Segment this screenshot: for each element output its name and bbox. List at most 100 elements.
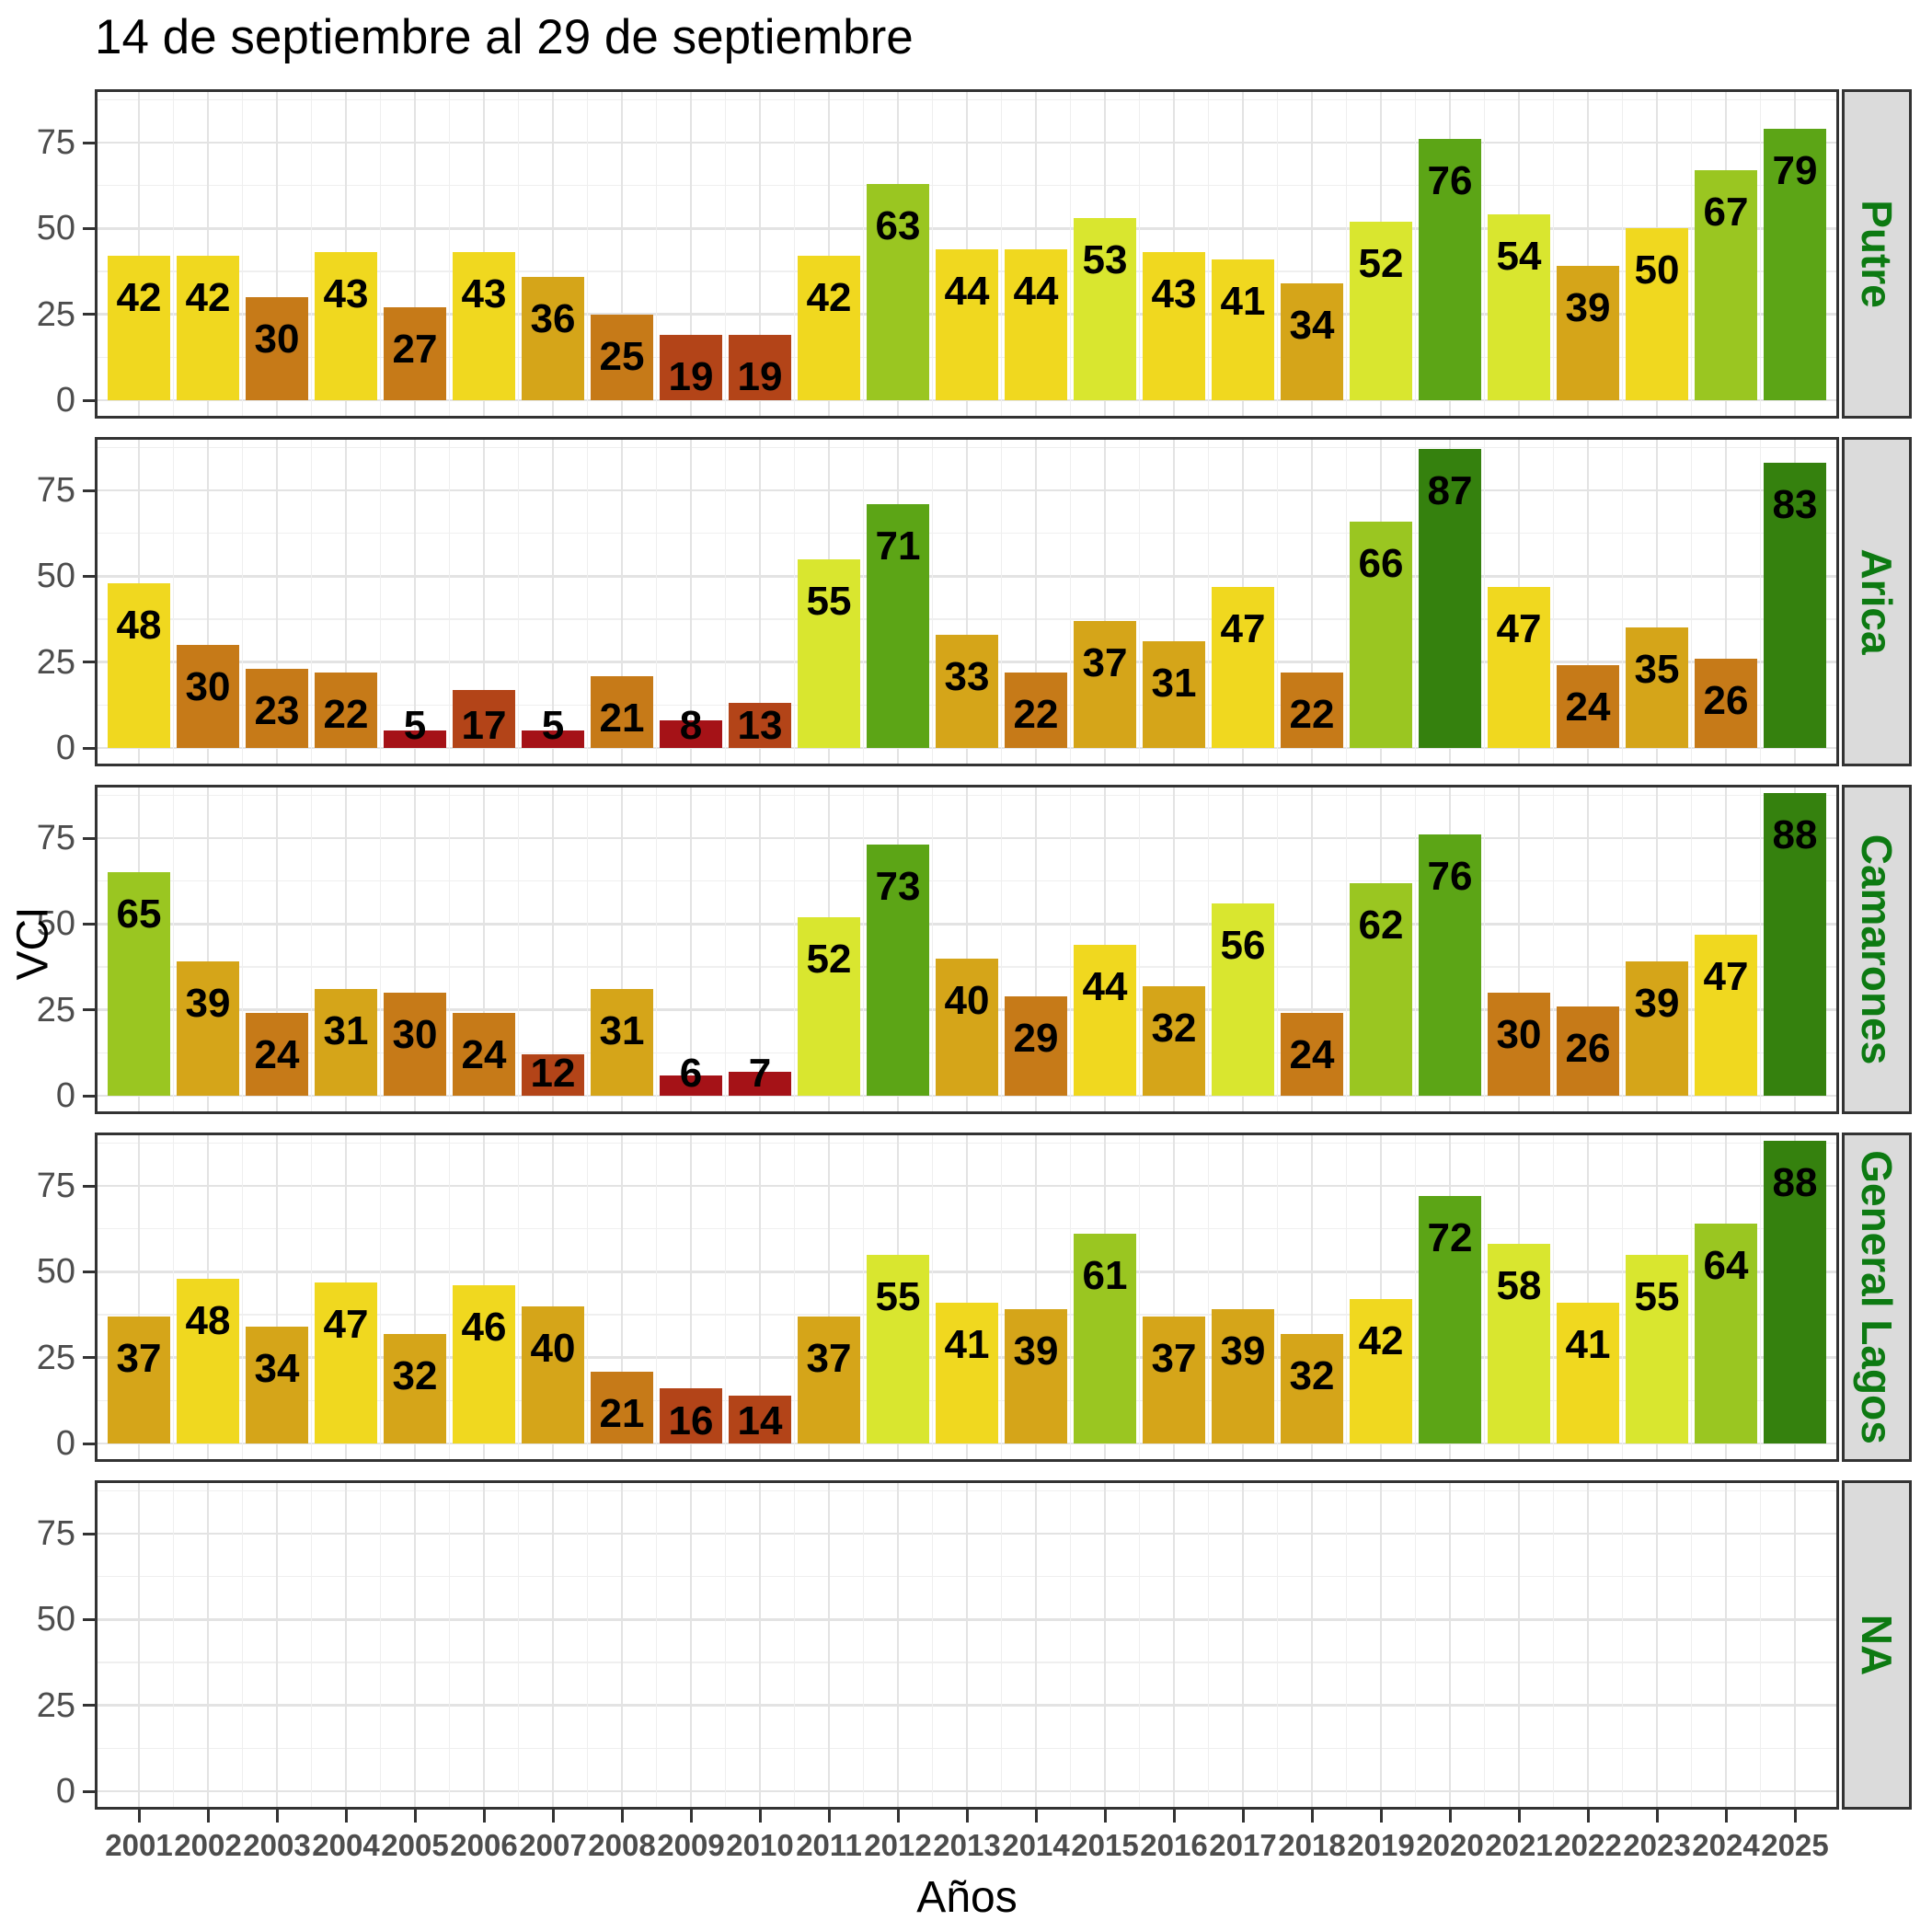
bar-value-label: 22 — [1013, 691, 1059, 737]
bar-value-label: 87 — [1427, 468, 1473, 514]
gridline-minor-v — [1138, 440, 1141, 764]
gridline-major-v — [966, 1135, 968, 1459]
y-tick-label: 25 — [36, 990, 75, 1029]
gridline-major-v — [1449, 1483, 1451, 1807]
y-tick-label: 25 — [36, 642, 75, 682]
x-tick-label: 2020 — [1416, 1828, 1484, 1862]
bar-arica-2005 — [384, 730, 446, 748]
gridline-minor-v — [1483, 440, 1486, 764]
gridline-minor-v — [1138, 1483, 1141, 1807]
bar-putre-2024 — [1695, 169, 1757, 400]
bar-value-label: 43 — [323, 271, 369, 317]
gridline-minor-v — [1759, 788, 1762, 1111]
bar-camarones-2025 — [1764, 793, 1826, 1096]
y-tick-mark — [83, 1442, 95, 1445]
bar-value-label: 34 — [254, 1346, 300, 1392]
gridline-minor-v — [517, 440, 520, 764]
gridline-minor-v — [655, 440, 658, 764]
bar-arica-2023 — [1626, 627, 1688, 748]
gridline-minor-v — [310, 788, 313, 1111]
gridline-major-v — [483, 440, 485, 764]
gridline-minor-v — [1621, 1483, 1624, 1807]
bar-general-lagos-2022 — [1557, 1302, 1619, 1443]
y-tick-label: 0 — [55, 1772, 75, 1811]
bar-value-label: 13 — [737, 703, 783, 748]
bar-arica-2022 — [1557, 665, 1619, 748]
y-tick-mark — [83, 398, 95, 402]
x-tick-label: 2012 — [864, 1828, 932, 1862]
gridline-minor-v — [1069, 788, 1072, 1111]
x-tick-label: 2025 — [1761, 1828, 1829, 1862]
gridline-major-v — [1035, 1483, 1037, 1807]
gridline-major-v — [276, 440, 278, 764]
bar-value-label: 23 — [254, 688, 300, 734]
gridline-minor-v — [1207, 1483, 1210, 1807]
bar-value-label: 42 — [1358, 1318, 1404, 1364]
x-tick-mark — [1103, 1810, 1107, 1823]
bar-value-label: 32 — [392, 1352, 438, 1398]
x-tick-label: 2003 — [243, 1828, 311, 1862]
gridline-minor-v — [1207, 1135, 1210, 1459]
bar-value-label: 22 — [1289, 691, 1335, 737]
x-tick-mark — [758, 1810, 762, 1823]
gridline-minor-v — [517, 1483, 520, 1807]
bar-camarones-2024 — [1695, 934, 1757, 1096]
bar-value-label: 88 — [1772, 812, 1818, 858]
x-tick-mark — [137, 1810, 141, 1823]
gridline-minor-v — [1690, 1483, 1693, 1807]
y-tick-label: 50 — [36, 557, 75, 596]
y-tick-label: 75 — [36, 1514, 75, 1553]
gridline-major-v — [1311, 1483, 1313, 1807]
gridline-minor-v — [310, 92, 313, 416]
gridline-minor-v — [1207, 92, 1210, 416]
gridline-major-v — [1587, 1483, 1589, 1807]
gridline-minor-v — [172, 1135, 175, 1459]
gridline-minor-v — [862, 1483, 865, 1807]
bar-value-label: 55 — [875, 1273, 921, 1319]
bar-value-label: 17 — [461, 703, 507, 748]
y-tick-mark — [83, 1094, 95, 1098]
bar-value-label: 54 — [1496, 234, 1542, 280]
bar-general-lagos-2010 — [729, 1395, 791, 1443]
gridline-minor-v — [1000, 440, 1003, 764]
y-tick-mark — [83, 661, 95, 664]
gridline-major-v — [1587, 1135, 1589, 1459]
x-tick-mark — [1793, 1810, 1797, 1823]
bar-arica-2015 — [1074, 620, 1136, 748]
gridline-minor-v — [931, 1483, 934, 1807]
gridline-major-v — [1104, 440, 1106, 764]
bar-arica-2004 — [315, 672, 377, 748]
x-tick-label: 2015 — [1071, 1828, 1139, 1862]
bar-camarones-2003 — [246, 1013, 308, 1096]
gridline-minor-v — [1345, 788, 1348, 1111]
gridline-minor-v — [1138, 788, 1141, 1111]
bar-camarones-2006 — [453, 1013, 515, 1096]
gridline-major-v — [690, 92, 692, 416]
gridline-major-v — [759, 1135, 761, 1459]
bar-putre-2009 — [660, 335, 722, 400]
bar-camarones-2013 — [936, 958, 998, 1096]
bar-value-label: 26 — [1565, 1025, 1611, 1071]
bar-value-label: 47 — [1220, 605, 1266, 651]
bar-value-label: 31 — [599, 1008, 645, 1054]
gridline-minor-v — [1483, 788, 1486, 1111]
gridline-minor-v — [172, 92, 175, 416]
y-tick-mark — [83, 1008, 95, 1012]
bar-camarones-2021 — [1488, 993, 1550, 1096]
gridline-minor-v — [1621, 788, 1624, 1111]
gridline-major-v — [483, 1483, 485, 1807]
gridline-major-v — [621, 1483, 623, 1807]
gridline-major-v — [414, 1135, 416, 1459]
gridline-major-v — [276, 1135, 278, 1459]
bar-camarones-2009 — [660, 1075, 722, 1096]
gridline-minor-v — [862, 788, 865, 1111]
bar-value-label: 41 — [1565, 1321, 1611, 1367]
bar-value-label: 37 — [1082, 639, 1128, 685]
bar-value-label: 30 — [1496, 1012, 1542, 1057]
gridline-major-v — [966, 1483, 968, 1807]
bar-value-label: 19 — [737, 354, 783, 400]
gridline-minor-v — [793, 788, 796, 1111]
bar-general-lagos-2016 — [1143, 1316, 1205, 1443]
bar-value-label: 35 — [1634, 647, 1680, 693]
y-tick-label: 50 — [36, 209, 75, 248]
